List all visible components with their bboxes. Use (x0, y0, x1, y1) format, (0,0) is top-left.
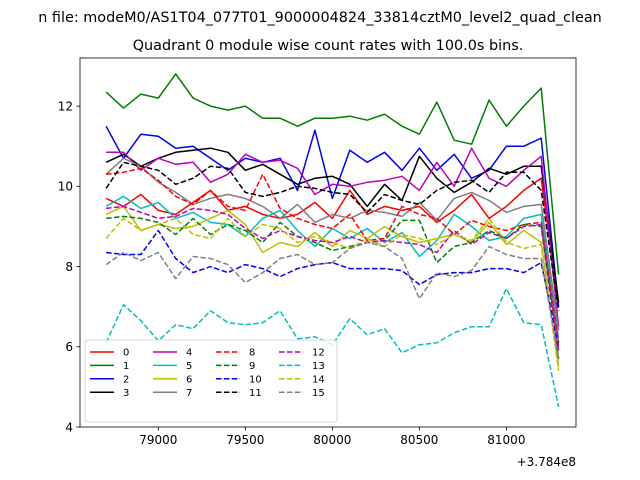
legend-label-15: 15 (312, 388, 325, 399)
series-line-10 (106, 229, 560, 347)
legend-label-8: 8 (249, 348, 255, 359)
y-tick-label: 4 (65, 420, 73, 434)
y-tick-label: 8 (65, 260, 73, 274)
series-line-4 (106, 147, 560, 327)
series-line-11 (105, 161, 560, 311)
legend-label-10: 10 (249, 374, 262, 385)
legend-label-9: 9 (249, 361, 255, 372)
x-tick-label: 80000 (313, 433, 351, 447)
y-tick-label: 6 (65, 340, 73, 354)
legend-label-4: 4 (186, 348, 192, 359)
legend-label-2: 2 (123, 374, 129, 385)
series-line-3 (105, 147, 560, 303)
series-line-1 (105, 73, 560, 275)
y-axis-ticks: 4 6 8 10 12 (58, 99, 80, 434)
series-line-6 (105, 205, 560, 367)
series-line-12 (106, 205, 560, 351)
legend-label-3: 3 (123, 388, 129, 399)
series-layer (105, 73, 560, 408)
x-axis-ticks: 79000 79500 80000 80500 81000 (139, 427, 525, 447)
chart-title: Quadrant 0 module wise count rates with … (133, 38, 524, 54)
legend-label-7: 7 (186, 388, 192, 399)
x-tick-label: 80500 (400, 433, 438, 447)
series-line-0 (105, 177, 560, 307)
legend-label-14: 14 (312, 374, 325, 385)
legend-label-1: 1 (123, 361, 129, 372)
series-line-15 (105, 241, 560, 359)
y-tick-label: 12 (58, 99, 73, 113)
x-offset-label: +3.784e8 (517, 455, 576, 469)
legend-label-11: 11 (249, 388, 262, 399)
legend-label-0: 0 (123, 348, 129, 359)
series-line-9 (106, 215, 560, 359)
x-tick-label: 79500 (226, 433, 264, 447)
legend-label-12: 12 (312, 348, 325, 359)
series-line-13 (105, 287, 560, 408)
legend-label-5: 5 (186, 361, 192, 372)
figure-suptitle: n file: modeM0/AS1T04_077T01_9000004824_… (38, 10, 602, 26)
series-line-7 (105, 157, 560, 331)
legend-label-13: 13 (312, 361, 325, 372)
series-line-8 (106, 167, 560, 343)
x-tick-label: 79000 (139, 433, 177, 447)
y-tick-label: 10 (58, 180, 73, 194)
x-tick-label: 81000 (487, 433, 525, 447)
legend-label-6: 6 (186, 374, 192, 385)
legend-frame (84, 339, 338, 423)
plot-frame (79, 57, 577, 428)
